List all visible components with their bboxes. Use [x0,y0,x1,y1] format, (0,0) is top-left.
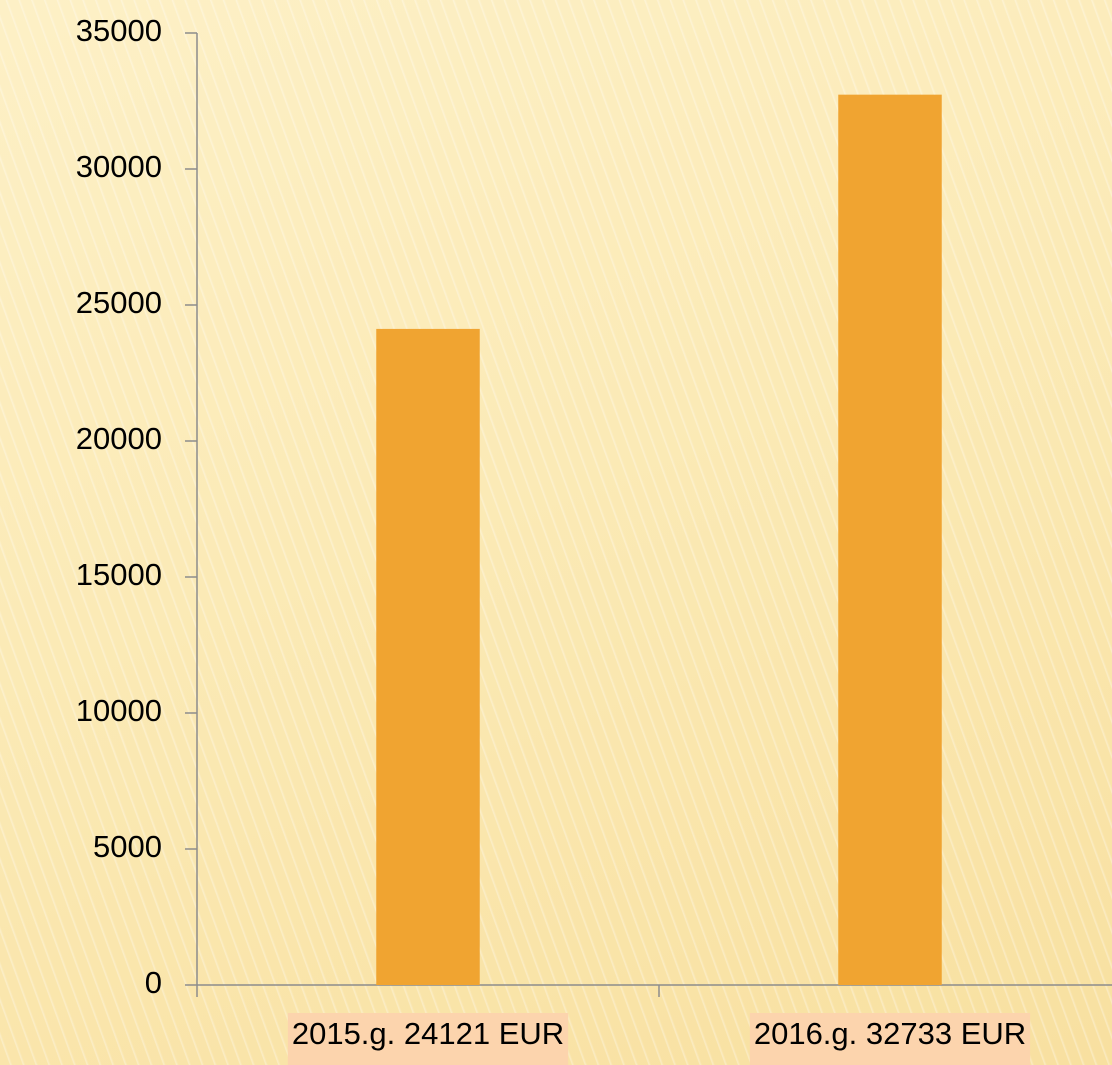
y-tick-label: 20000 [76,421,162,456]
y-tick-label: 30000 [76,149,162,184]
y-tick-label: 35000 [76,13,162,48]
bar [376,328,480,985]
x-label-background [749,1013,1031,1065]
x-tick-label: 2016.g. 32733 EUR [754,1016,1026,1051]
bar [838,94,942,985]
y-tick-label: 25000 [76,285,162,320]
y-tick-label: 10000 [76,693,162,728]
y-tick-label: 15000 [76,557,162,592]
x-tick-label: 2015.g. 24121 EUR [292,1016,564,1051]
x-label-background [287,1013,569,1065]
y-tick-label: 0 [145,965,162,1000]
y-tick-label: 5000 [93,829,162,864]
